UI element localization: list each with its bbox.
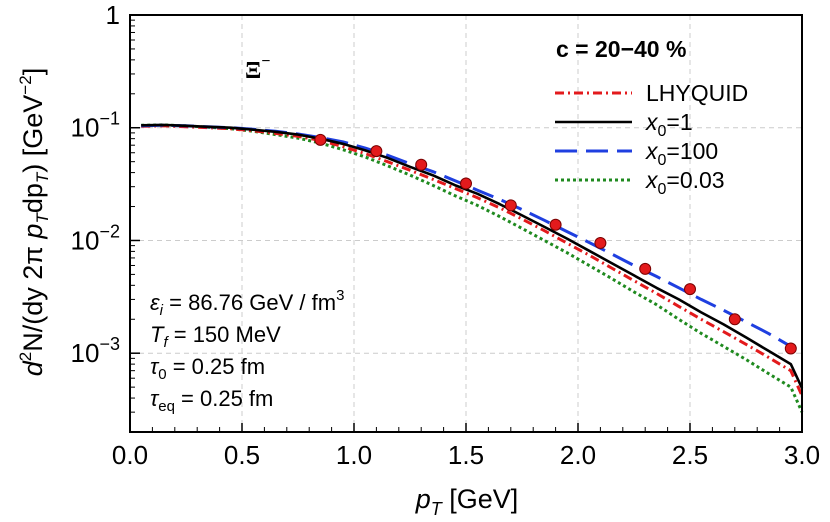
y-title-part: T	[33, 212, 52, 224]
data-point	[784, 342, 797, 355]
y-tick-exponent: −2	[99, 221, 120, 241]
y-title-part: N/(dy 2π	[18, 239, 48, 352]
particle-label: Ξ−	[245, 53, 270, 84]
x-title-var: p	[415, 484, 431, 514]
x-tick-label: 1.5	[448, 440, 484, 470]
x-tick-label: 3.0	[784, 440, 820, 470]
annotation-part: = 0.25 fm	[175, 386, 273, 411]
y-tick-label: 10−3	[71, 334, 120, 368]
y-title-part: 2	[16, 352, 35, 361]
legend-label: x0=1	[645, 109, 693, 140]
annotation-part: = 150 MeV	[168, 322, 281, 347]
y-title-part: ]	[18, 68, 48, 76]
y-title-part: ) [GeV	[18, 95, 48, 173]
legend-label-sub: 0	[658, 152, 667, 169]
legend-label: LHYQUID	[646, 80, 748, 106]
legend-label-var: x	[645, 109, 659, 135]
series-line-x-0-03	[141, 123, 804, 413]
particle-charge: −	[261, 53, 270, 70]
data-point	[314, 133, 327, 146]
legend-label-value: =0.03	[666, 167, 724, 193]
legend-label: x0=0.03	[645, 167, 725, 198]
grid-lines	[130, 15, 802, 432]
x-tick-label: 2.0	[560, 440, 596, 470]
y-tick-label: 1	[106, 0, 120, 30]
y-tick-base: 10	[71, 225, 100, 255]
annotation-part: eq	[158, 398, 175, 415]
particle-symbol: Ξ	[245, 58, 261, 84]
y-title-part: −2	[16, 75, 35, 94]
annotation-part: τ	[150, 354, 160, 379]
data-point	[415, 158, 428, 171]
legend-label-value: =100	[666, 138, 718, 164]
data-point	[684, 283, 696, 296]
y-title-part: p	[18, 224, 48, 240]
x-title-sub: T	[431, 499, 444, 519]
y-title-part: T	[33, 171, 52, 183]
annotation-line: τ0 = 0.25 fm	[150, 354, 265, 383]
series-line-x-1	[141, 123, 804, 389]
legend-label-sub: 0	[658, 181, 667, 198]
y-tick-label: 10−1	[71, 109, 120, 143]
legend-label-sub: 0	[658, 123, 667, 140]
annotation-part: i	[160, 302, 164, 319]
annotation-part: = 86.76 GeV / fm	[163, 290, 336, 315]
axis-ticks	[129, 14, 803, 432]
annotation-line: τeq = 0.25 fm	[150, 386, 273, 415]
data-point	[504, 199, 517, 212]
y-tick-label: 10−2	[71, 221, 120, 255]
data-point	[594, 236, 607, 249]
legend-header: c = 20−40 %	[556, 36, 686, 62]
series-line-lhyquid	[141, 124, 804, 397]
series-group	[141, 123, 804, 413]
data-point	[728, 313, 741, 326]
y-tick-exponent: −3	[99, 334, 120, 354]
data-point	[549, 218, 562, 231]
legend-label-var: x	[645, 138, 659, 164]
y-title-part: d	[18, 360, 48, 376]
annotation-line: Tf = 150 MeV	[150, 322, 281, 351]
data-point	[460, 177, 472, 190]
x-title-unit: [GeV]	[442, 484, 519, 514]
annotation-part: = 0.25 fm	[167, 354, 265, 379]
x-tick-label: 0.5	[224, 440, 260, 470]
annotation-part: 0	[158, 366, 166, 383]
data-point	[370, 145, 383, 158]
annotation-part: f	[163, 334, 169, 351]
y-tick-base: 10	[71, 338, 100, 368]
x-tick-label: 1.0	[336, 440, 372, 470]
annotation-part: 3	[336, 287, 344, 304]
y-tick-exponent: −1	[99, 109, 120, 129]
y-title-part: dp	[18, 183, 48, 213]
x-axis-title: pT [GeV]	[415, 484, 519, 519]
annotation-part: T	[150, 322, 165, 347]
annotation-line: εi = 86.76 GeV / fm3	[150, 287, 344, 319]
data-markers	[314, 133, 797, 355]
y-axis-title: d2N/(dy 2π pTdpT) [GeV−2]	[16, 68, 52, 376]
legend-label: x0=100	[645, 138, 718, 169]
legend-label-value: =1	[666, 109, 692, 135]
legend-label-var: x	[645, 167, 659, 193]
annotation-part: τ	[150, 386, 160, 411]
x-tick-label: 2.5	[672, 440, 708, 470]
annotation-part: ε	[150, 290, 160, 315]
y-tick-base: 10	[71, 113, 100, 143]
x-tick-label: 0.0	[112, 440, 148, 470]
data-point	[639, 262, 652, 275]
